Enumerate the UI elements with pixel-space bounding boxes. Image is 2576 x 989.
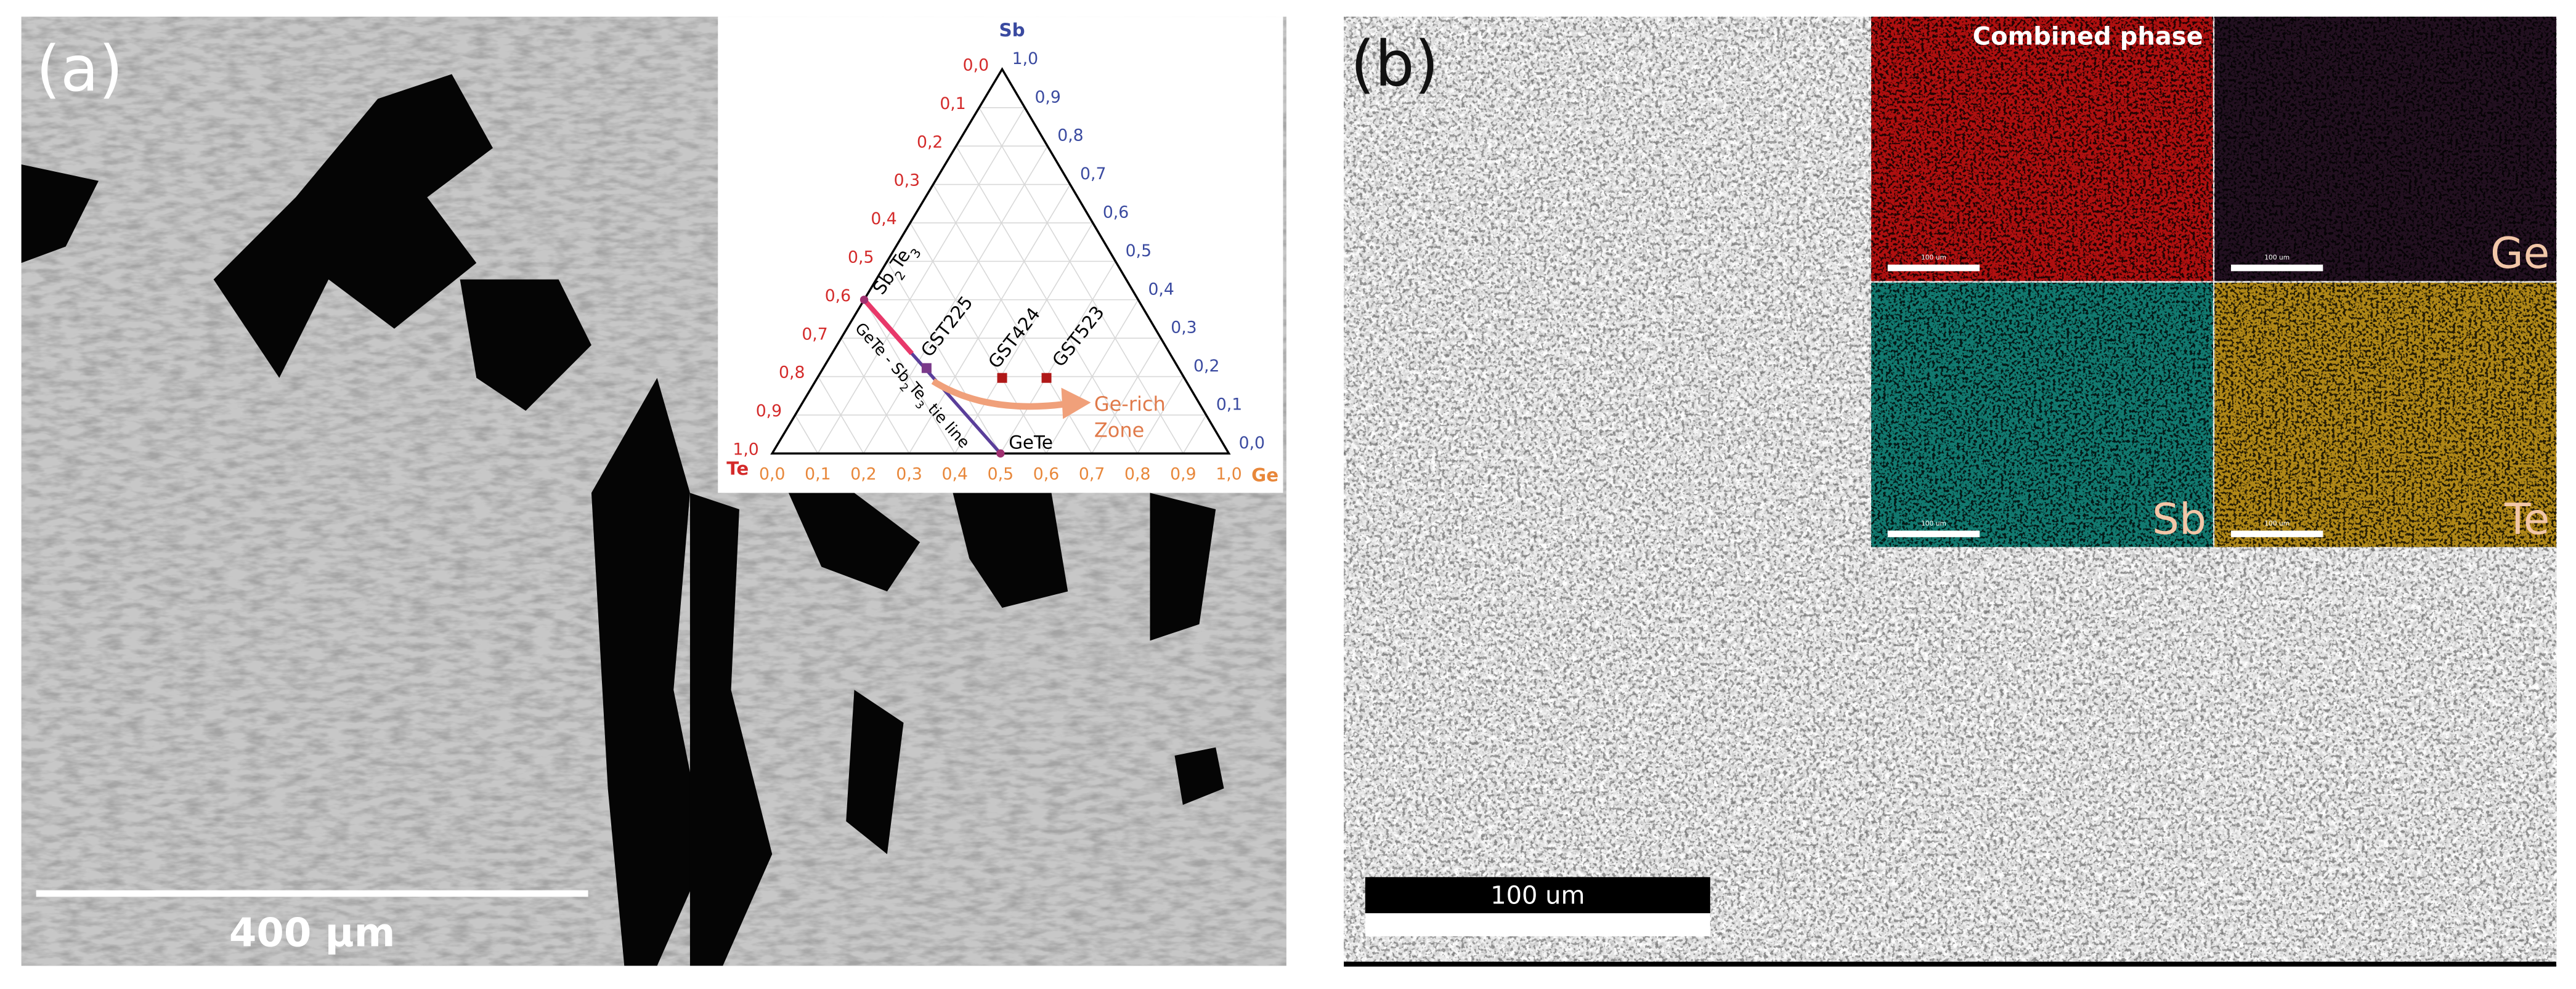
grid-line [908,184,1071,454]
te-tick-label: 0,9 [756,402,782,421]
map-scale-bar [2231,264,2323,272]
te-tick-label: 0,3 [894,171,920,190]
sb-tick-label: 0,5 [1126,241,1152,260]
sb-tick-label: 0,0 [1239,434,1265,453]
composition-point [997,373,1007,383]
tie-line-highlight [862,298,914,355]
composition-point [996,449,1005,458]
sb-tick-label: 0,3 [1171,318,1197,337]
map-scale-label: 100 um [2264,254,2290,262]
dark-region [953,493,1068,608]
map-title: Ge [2490,229,2550,278]
panel-label: (b) [1351,28,1439,100]
point-label: GeTe [1009,432,1053,453]
sb-tick-label: 0,1 [1216,395,1242,414]
map-texture [1871,283,2213,547]
sb-tick-label: 0,4 [1148,280,1174,299]
sb-tick-label: 0,8 [1057,126,1083,145]
dark-region [689,493,773,966]
te-tick-label: 0,0 [963,56,989,75]
te-tick-label: 0,1 [940,94,965,113]
te-tick-label: 0,7 [802,325,827,344]
ge-tick-label: 0,0 [759,465,785,484]
composition-point [1041,373,1052,383]
sb-tick-label: 0,7 [1080,164,1106,184]
scale-bar-label: 100 um [1490,881,1585,910]
map-texture [2214,283,2557,547]
dark-region [591,377,707,966]
vertex-label: Ge [1251,465,1278,486]
ge-tick-label: 0,9 [1170,465,1196,484]
dark-region [1150,493,1216,641]
panel-label: (a) [36,33,123,105]
map-scale-label: 100 um [1921,254,1946,262]
te-tick-label: 0,6 [825,286,851,305]
te-tick-label: 1,0 [733,440,758,459]
ge-tick-label: 0,1 [805,465,831,484]
ge-tick-label: 1,0 [1216,465,1241,484]
grid-line [1091,337,1161,454]
sb-tick-label: 0,2 [1193,357,1219,376]
map-title: Te [2504,495,2550,544]
grid-line [817,107,1026,454]
ge-tick-label: 0,6 [1033,465,1059,484]
te-tick-label: 0,5 [848,248,874,267]
sb-tick-label: 1,0 [1012,49,1038,68]
map-title: Combined phase [1973,22,2203,50]
vertex-label: Sb [999,20,1025,41]
scale-bar [1365,913,1710,937]
sb-tick-label: 0,6 [1103,203,1129,222]
composition-point [859,296,869,304]
map-scale-label: 100 um [2264,520,2290,528]
scale-bar-box [1365,877,1710,913]
grid-line [956,145,1138,454]
grid-line [1182,414,1207,454]
ge-rich-arrow [931,378,1065,410]
map-title: Sb [2152,495,2206,544]
vertex-label: Te [726,458,749,479]
map-scale-bar [1887,530,1980,538]
panel-a: (a) 400 μm 0,00,10,20,30,40,50,60,70,80,… [21,17,1286,966]
dark-region [460,279,591,411]
ge-tick-label: 0,4 [942,465,968,484]
ge-tick-label: 0,2 [850,465,876,484]
map-scale-label: 100 um [1921,520,1946,528]
ge-tick-label: 0,7 [1079,465,1105,484]
ternary-diagram: 0,0 0,1 0,2 0,3 0,4 0,5 0,6 0,7 0,8 0,9 1,0 1,0 0,9 0… [718,17,1283,493]
map-texture [1871,17,2213,281]
dark-phase [21,74,1224,966]
zone-label: Zone [1094,419,1144,442]
dark-region [213,74,493,378]
ge-tick-label: 0,5 [988,465,1014,484]
inset-background [718,17,1283,493]
arrow-head [1061,387,1091,419]
composition-point [921,363,932,373]
grid-line [840,337,910,454]
te-tick-label: 0,4 [871,209,896,228]
scale-bar-label: 400 μm [229,910,396,956]
te-tick-label: 0,2 [917,132,943,151]
dark-region [788,493,920,592]
sb-tick-label: 0,9 [1034,87,1060,107]
map-scale-bar [2231,530,2323,538]
map-scale-bar [1887,264,1980,272]
ge-tick-label: 0,3 [896,465,922,484]
grid-line [1000,260,1116,454]
grid-line [978,107,1184,454]
dark-region [21,164,99,264]
zone-label: Ge-rich [1094,392,1166,416]
map-texture [2214,17,2557,281]
ge-tick-label: 0,8 [1124,465,1150,484]
dark-region [846,690,904,854]
te-tick-label: 0,8 [779,363,805,382]
element-maps: 100 um Combined phase 100 um Ge 100 um Sb 100 … [1871,17,2557,547]
dark-region [1174,747,1224,805]
grid-line [794,414,819,454]
grid-line [887,260,1001,454]
